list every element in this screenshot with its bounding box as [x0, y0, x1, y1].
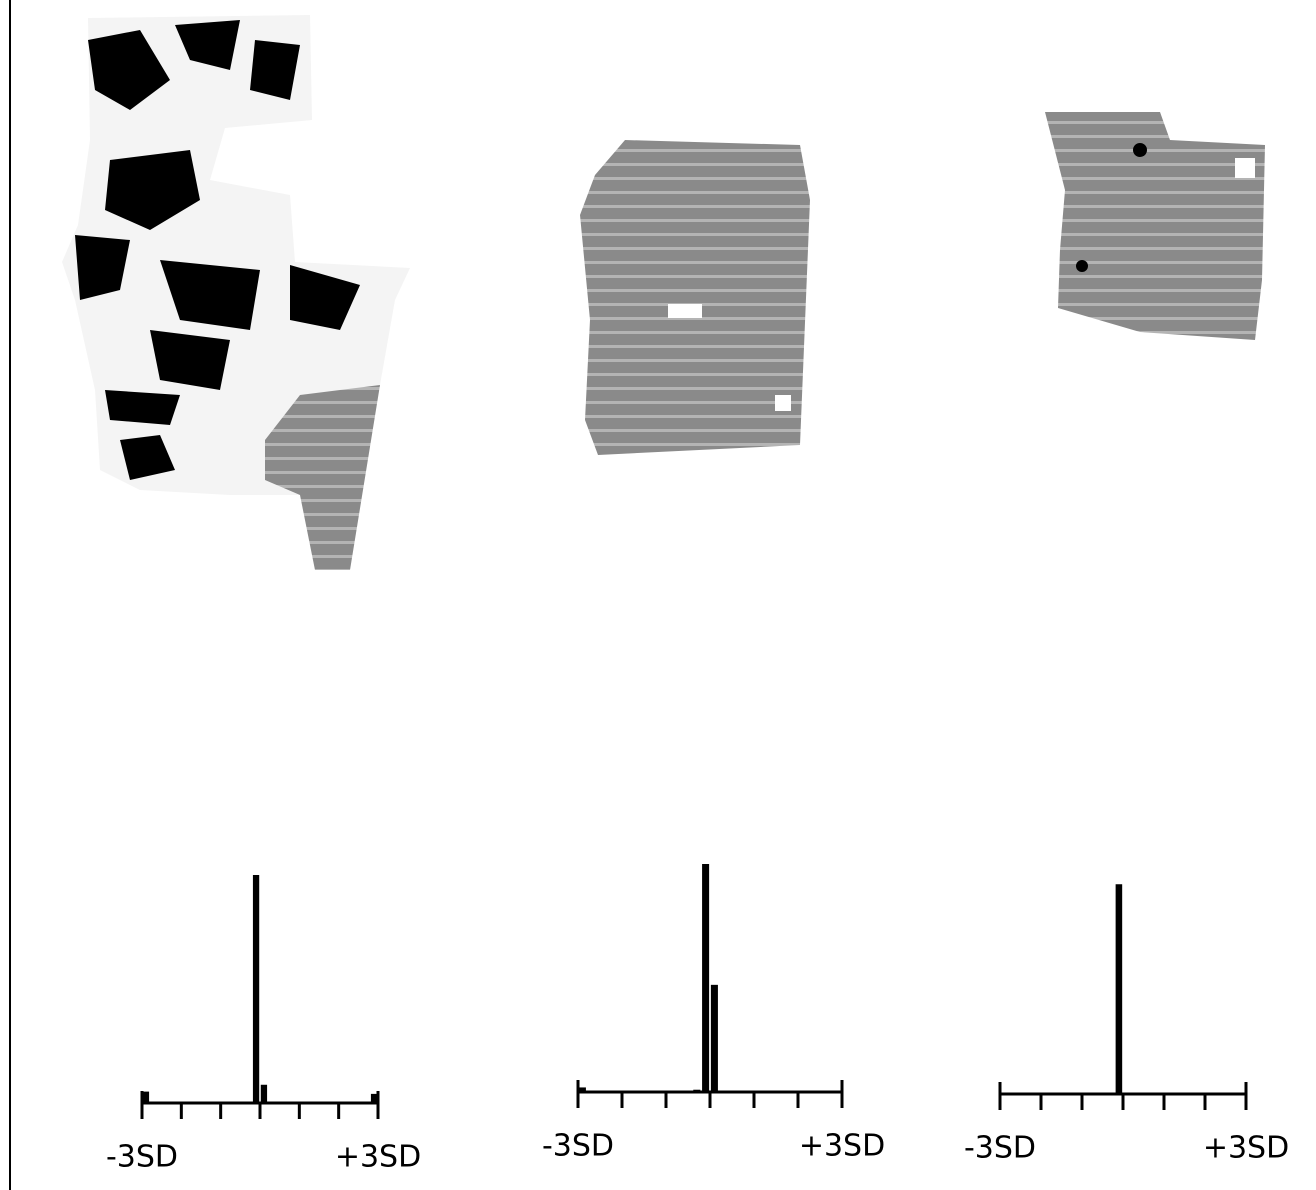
histogram-bar [142, 1091, 150, 1103]
map-1 [62, 15, 410, 570]
histogram-bar [370, 1093, 378, 1103]
histogram-bar [710, 984, 718, 1092]
histogram-bar [1115, 884, 1123, 1094]
map-3 [1045, 112, 1265, 340]
map-2 [580, 140, 810, 455]
x-tick-label: +3SD [335, 1140, 421, 1175]
x-tick-label: -3SD [542, 1129, 614, 1164]
x-tick-label: +3SD [1203, 1131, 1289, 1166]
x-tick-label: -3SD [106, 1140, 178, 1175]
histogram-bar [702, 864, 710, 1092]
histogram-bar [260, 1084, 268, 1103]
histogram-bar [578, 1087, 586, 1092]
x-tick-label: -3SD [964, 1131, 1036, 1166]
histogram-bar [252, 875, 260, 1103]
x-tick-label: +3SD [799, 1129, 885, 1164]
